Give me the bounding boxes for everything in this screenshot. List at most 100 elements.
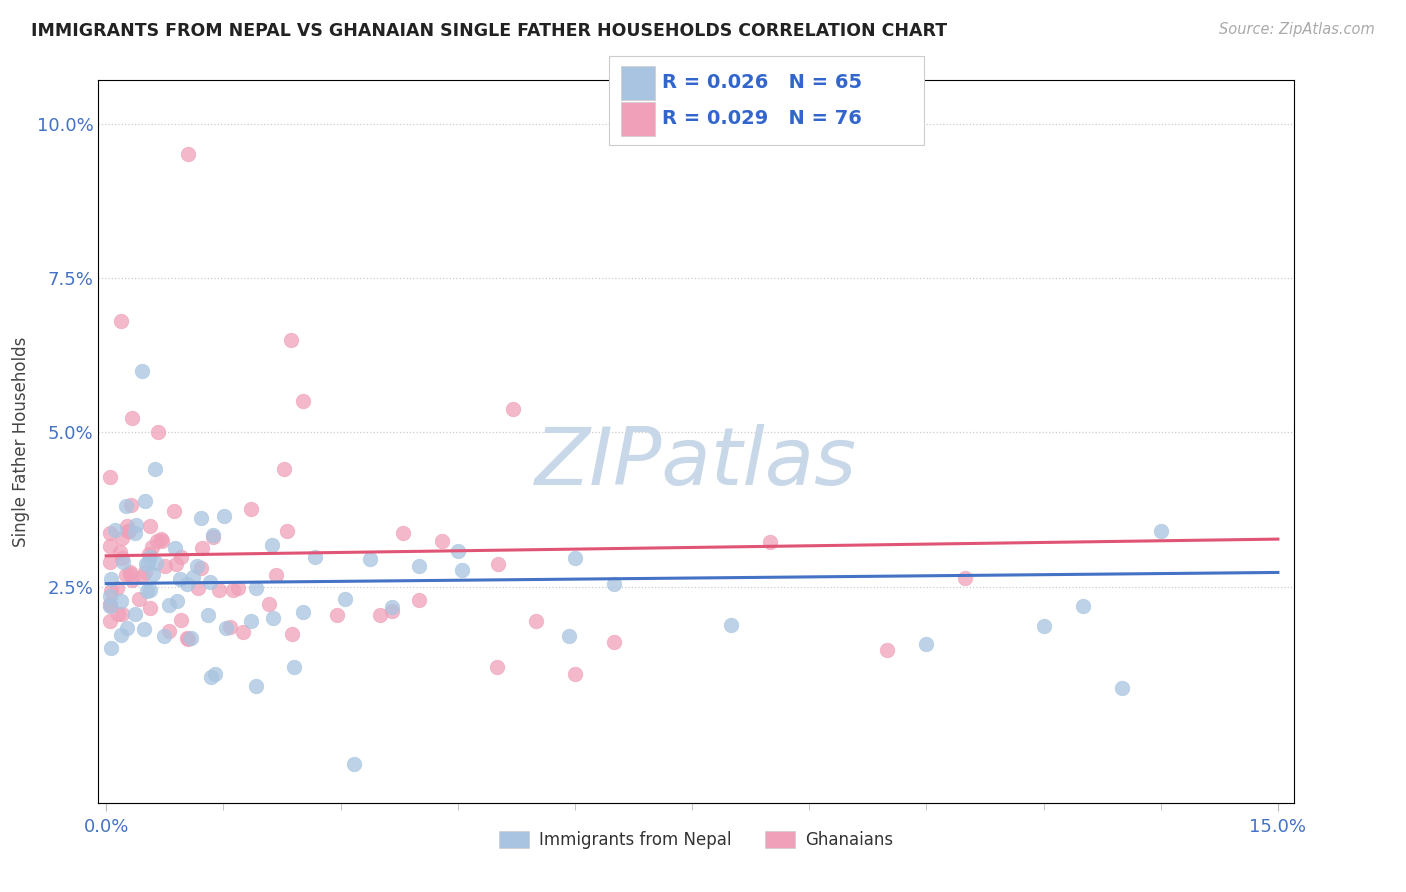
Point (117, 524, 139, 538)
Point (146, 425, 169, 440)
Point (170, 549, 193, 564)
Point (212, 508, 235, 523)
Point (152, 629, 174, 643)
Point (131, 570, 153, 584)
Point (98, 555, 121, 569)
Point (176, 632, 198, 646)
Point (263, 611, 285, 625)
Point (197, 607, 219, 622)
Text: R = 0.026   N = 65: R = 0.026 N = 65 (662, 73, 862, 93)
Point (343, 757, 366, 772)
Point (111, 550, 134, 565)
Point (202, 528, 225, 542)
Point (187, 581, 209, 595)
Point (117, 519, 139, 533)
Point (291, 394, 314, 409)
Point (138, 547, 160, 561)
Point (245, 680, 267, 694)
Point (219, 620, 242, 634)
Point (98, 597, 121, 611)
Point (157, 624, 180, 638)
Point (215, 621, 238, 635)
Legend: Immigrants from Nepal, Ghanaians: Immigrants from Nepal, Ghanaians (492, 824, 900, 856)
Point (153, 559, 176, 574)
Point (280, 333, 302, 347)
Point (98, 469, 121, 483)
Point (138, 549, 160, 564)
Point (191, 541, 214, 555)
Point (139, 601, 162, 615)
Point (281, 627, 304, 641)
Point (359, 551, 381, 566)
Point (146, 534, 169, 549)
Point (141, 566, 163, 581)
Point (915, 637, 938, 651)
Point (392, 526, 415, 541)
Point (1111, 681, 1133, 695)
Point (105, 581, 128, 595)
Point (170, 613, 193, 627)
Point (165, 558, 187, 572)
Point (139, 518, 162, 533)
Point (524, 615, 547, 629)
Point (381, 604, 404, 618)
Point (135, 584, 157, 599)
Point (239, 614, 262, 628)
Point (232, 625, 254, 640)
Point (135, 557, 157, 571)
Y-axis label: Single Father Households: Single Father Households (11, 336, 30, 547)
Point (110, 628, 132, 642)
Point (1150, 524, 1173, 538)
Point (176, 577, 198, 591)
Point (131, 363, 153, 377)
Point (108, 545, 131, 559)
Point (98, 599, 121, 613)
Point (100, 572, 122, 586)
Point (111, 531, 134, 545)
Point (186, 558, 208, 573)
Text: Source: ZipAtlas.com: Source: ZipAtlas.com (1219, 22, 1375, 37)
Point (98, 525, 121, 540)
Point (190, 511, 212, 525)
Text: IMMIGRANTS FROM NEPAL VS GHANAIAN SINGLE FATHER HOUSEHOLDS CORRELATION CHART: IMMIGRANTS FROM NEPAL VS GHANAIAN SINGLE… (31, 22, 948, 40)
Point (157, 599, 180, 613)
Point (165, 541, 187, 555)
Point (430, 533, 453, 548)
Point (114, 500, 136, 514)
Point (408, 559, 430, 574)
Point (257, 598, 280, 612)
Point (226, 582, 249, 596)
Point (603, 577, 626, 591)
Point (180, 631, 202, 645)
Text: R = 0.029   N = 76: R = 0.029 N = 76 (662, 109, 862, 128)
Point (276, 524, 298, 538)
Point (181, 570, 204, 584)
Point (100, 589, 122, 603)
Point (450, 563, 472, 577)
Point (128, 591, 150, 606)
Point (200, 574, 222, 589)
Point (222, 583, 245, 598)
Point (240, 501, 263, 516)
Point (120, 567, 142, 582)
Point (304, 550, 326, 565)
Point (333, 592, 356, 607)
Point (111, 555, 134, 569)
Point (408, 592, 430, 607)
Point (110, 314, 132, 328)
Point (141, 540, 163, 554)
Point (564, 667, 586, 681)
Point (121, 410, 143, 425)
Point (201, 530, 224, 544)
Point (273, 462, 295, 476)
Point (381, 599, 404, 614)
Point (169, 572, 191, 586)
Point (132, 623, 155, 637)
Point (125, 517, 148, 532)
Point (124, 607, 146, 621)
Point (283, 660, 305, 674)
Point (502, 402, 524, 417)
Point (98, 614, 121, 628)
Point (150, 534, 173, 549)
Point (485, 660, 508, 674)
